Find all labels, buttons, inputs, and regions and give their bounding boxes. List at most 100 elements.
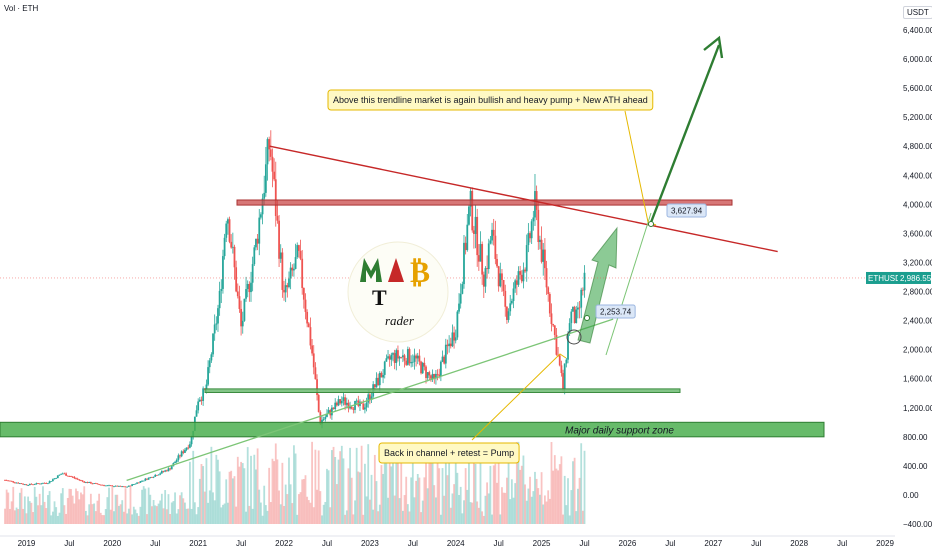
volume-bar — [550, 442, 553, 524]
price-axis[interactable]: 6,400.00 6,000.00 5,600.00 5,200.00 4,800.00… — [903, 26, 932, 529]
candle-body — [309, 327, 312, 346]
candle-body — [454, 337, 457, 341]
candle-body — [291, 267, 294, 271]
volume-bar — [195, 514, 198, 524]
volume-bar — [215, 454, 218, 524]
candle-body — [268, 139, 271, 150]
candle-body — [213, 324, 216, 334]
y-tick-label: 1,600.00 — [903, 375, 932, 384]
x-tick-label: Jul — [236, 539, 246, 548]
volume-bar — [522, 455, 525, 524]
price-tag-symbol: ETHUSDT — [868, 274, 906, 283]
candle-body — [547, 287, 550, 295]
candle-body — [98, 484, 101, 486]
candle-body — [5, 480, 8, 481]
volume-bar — [263, 485, 266, 524]
level-lower-box — [595, 304, 636, 319]
volume-bar — [458, 494, 460, 524]
volume-bar — [543, 495, 546, 524]
candle-body — [94, 483, 97, 484]
candle-body — [421, 362, 424, 374]
candle-body — [109, 485, 112, 487]
y-tick-label: 5,600.00 — [903, 84, 932, 93]
candle-body — [286, 285, 289, 288]
volume-bar — [264, 505, 267, 524]
candle-body — [162, 471, 165, 472]
volume-bar — [179, 495, 181, 524]
volume-bar — [397, 453, 399, 524]
volume-bar — [144, 488, 147, 524]
candle-body — [542, 249, 545, 262]
volume-bar — [354, 500, 356, 524]
candle-body — [339, 399, 342, 404]
candle-body — [63, 473, 66, 475]
candle-body — [506, 306, 508, 320]
candle-body — [558, 355, 561, 366]
x-tick-label: Jul — [665, 539, 675, 548]
candle-body — [231, 246, 234, 248]
y-tick-label: 2,000.00 — [903, 346, 932, 355]
time-axis[interactable]: 2019 Jul 2020 Jul 2021 Jul 2022 Jul 2023 Jul 2024 J… — [0, 535, 895, 548]
svg-text:₿: ₿ — [410, 256, 430, 289]
candle-body — [392, 353, 394, 355]
candle-body — [263, 192, 266, 199]
candle-body — [238, 296, 241, 309]
candle-body — [43, 482, 46, 484]
candle-body — [124, 486, 127, 488]
candle-body — [266, 139, 269, 165]
y-tick-label: 3,200.00 — [903, 258, 932, 267]
volume-bar — [126, 513, 129, 524]
volume-bar — [567, 478, 569, 524]
volume-bar — [42, 486, 44, 524]
volume-bar — [420, 512, 422, 524]
y-tick-label: 3,600.00 — [903, 229, 932, 238]
volume-bar — [555, 468, 558, 524]
volume-bar — [469, 502, 472, 524]
volume-bar — [75, 488, 77, 524]
x-tick-label: Jul — [408, 539, 418, 548]
candle-body — [271, 156, 274, 172]
candle-body — [400, 356, 403, 358]
volume-bar — [210, 446, 213, 524]
candle-body — [9, 480, 11, 482]
candle-body — [14, 482, 16, 484]
volume-bar — [114, 494, 117, 524]
volume-bar — [433, 485, 436, 524]
candle-body — [390, 354, 393, 360]
volume-bar — [20, 488, 23, 524]
candle-body — [283, 289, 285, 293]
candle-body — [433, 373, 436, 379]
currency-label[interactable]: USDT — [903, 6, 932, 19]
candle-body — [207, 367, 209, 385]
volume-bar — [30, 502, 33, 524]
candle-body — [228, 219, 231, 242]
candle-body — [50, 480, 53, 482]
volume-bar — [403, 495, 406, 524]
volume-bar — [61, 488, 64, 524]
volume-bar — [342, 458, 345, 524]
volume-bar — [489, 465, 492, 524]
candle-body — [514, 280, 517, 289]
volume-bar — [456, 472, 459, 524]
volume-bar — [501, 487, 503, 524]
volume-bar — [573, 457, 576, 524]
candle-body — [131, 484, 134, 486]
volume-bar — [509, 499, 512, 524]
volume-bar — [118, 505, 120, 524]
volume-bar — [101, 515, 104, 524]
volume-bar — [80, 492, 82, 524]
candle-body — [154, 475, 157, 477]
volume-bar — [9, 508, 11, 524]
candle-body — [122, 486, 125, 488]
candle-body — [289, 267, 292, 279]
candle-body — [116, 485, 119, 487]
volume-bar — [25, 513, 28, 524]
volume-bar — [293, 445, 295, 524]
price-series — [4, 130, 586, 488]
candle-body — [331, 407, 333, 416]
volume-bar — [89, 493, 92, 524]
candle-body — [377, 377, 380, 386]
candle-body — [458, 303, 460, 312]
candle-body — [484, 268, 487, 287]
